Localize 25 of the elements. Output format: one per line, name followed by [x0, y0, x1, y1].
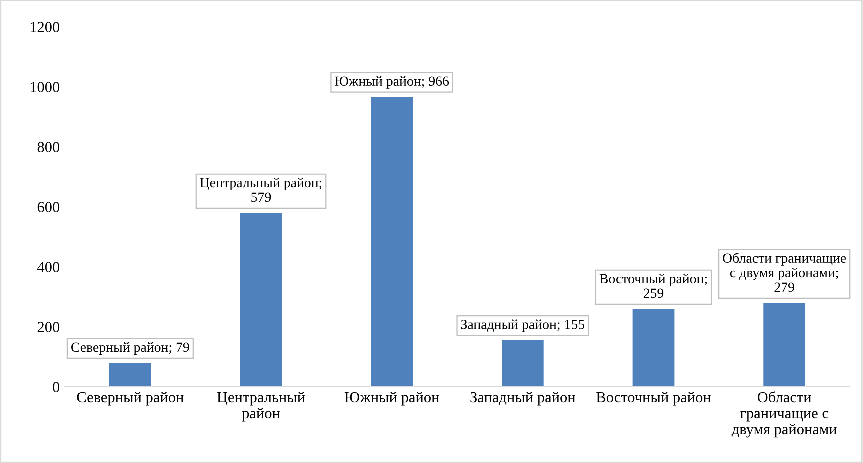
- x-tick-label: Области граничащие с двумя районами: [732, 392, 837, 438]
- x-tick-label: Центральный район: [217, 392, 306, 422]
- data-label: Южный район; 966: [335, 76, 450, 89]
- x-tick-label: Восточный район: [596, 392, 712, 406]
- bar: [632, 309, 675, 387]
- data-label: Западный район; 155: [461, 320, 585, 332]
- bar: [502, 340, 544, 387]
- y-tick-label: 0: [53, 382, 60, 392]
- x-tick-label: Южный район: [344, 392, 440, 406]
- y-tick-label: 400: [38, 262, 60, 272]
- data-label: Северный район; 79: [71, 342, 190, 355]
- bar: [371, 97, 414, 387]
- bar: [240, 213, 282, 387]
- bar: [764, 303, 806, 387]
- y-tick-label: 600: [38, 202, 60, 212]
- y-tick-label: 200: [38, 322, 60, 332]
- y-tick-label: 800: [38, 142, 60, 152]
- x-tick-label: Северный район: [77, 392, 184, 406]
- y-tick-label: 1000: [30, 82, 60, 92]
- data-label: Центральный район; 579: [200, 178, 322, 202]
- y-tick-label: 1200: [30, 22, 60, 32]
- x-tick-label: Западный район: [470, 392, 576, 406]
- data-label: Области граничащие с двумя районами; 279: [723, 252, 846, 292]
- data-label: Восточный район; 259: [600, 274, 707, 298]
- bar: [109, 363, 152, 387]
